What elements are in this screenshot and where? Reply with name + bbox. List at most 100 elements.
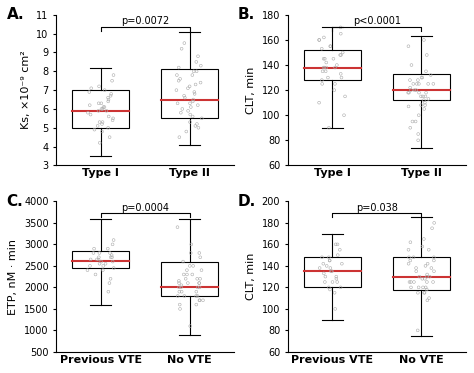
Point — [318, 77, 326, 83]
Point — [192, 293, 200, 299]
Point — [337, 75, 345, 81]
Point — [425, 96, 432, 102]
Point — [406, 279, 413, 285]
Point — [193, 121, 201, 127]
Point — [415, 284, 422, 290]
Point — [315, 100, 323, 106]
Point — [427, 72, 435, 78]
Point — [416, 274, 423, 280]
Point — [422, 90, 430, 95]
Point — [424, 261, 431, 267]
Point — [110, 237, 118, 243]
Point — [405, 90, 413, 95]
Point — [186, 100, 194, 106]
Point — [183, 267, 191, 273]
Bar — [304, 50, 361, 80]
Point — [422, 68, 430, 74]
Point — [194, 293, 201, 299]
Point — [190, 68, 198, 74]
Y-axis label: CLT, min: CLT, min — [246, 253, 256, 300]
Point — [430, 254, 438, 260]
Point — [198, 115, 206, 121]
Point — [194, 102, 201, 108]
Point — [181, 40, 188, 46]
Point — [407, 239, 414, 245]
Point — [179, 106, 186, 112]
Point — [404, 90, 412, 95]
Point — [175, 278, 182, 284]
Point — [195, 280, 203, 286]
Point — [426, 274, 434, 280]
Bar — [304, 257, 361, 287]
Point — [85, 89, 93, 95]
Point — [322, 60, 330, 66]
Point — [87, 85, 95, 91]
Point — [194, 53, 202, 59]
Point — [325, 284, 333, 290]
Point — [414, 137, 422, 143]
Point — [177, 110, 185, 116]
Point — [186, 323, 194, 329]
Point — [96, 261, 103, 267]
Point — [98, 106, 105, 112]
Point — [99, 119, 106, 125]
Point — [407, 257, 414, 263]
Point — [321, 279, 328, 285]
Point — [423, 52, 430, 58]
Point — [182, 276, 190, 282]
Point — [175, 289, 183, 295]
Point — [421, 276, 428, 282]
Point — [420, 290, 428, 296]
Point — [415, 81, 423, 87]
Point — [428, 225, 436, 231]
Point — [330, 87, 338, 93]
Point — [186, 263, 193, 269]
Point — [197, 63, 205, 69]
Point — [95, 100, 102, 106]
Point — [337, 52, 344, 58]
Point — [173, 72, 181, 78]
Point — [337, 284, 345, 290]
Point — [331, 290, 338, 296]
Point — [418, 75, 425, 81]
Point — [337, 71, 345, 77]
Point — [195, 125, 202, 131]
Point — [176, 306, 184, 312]
Point — [186, 84, 193, 90]
Point — [99, 267, 107, 273]
Point — [84, 110, 92, 116]
Point — [414, 77, 422, 83]
Point — [184, 85, 191, 91]
Point — [96, 119, 103, 125]
Point — [102, 261, 109, 267]
Point — [180, 93, 188, 99]
Text: p<0.0001: p<0.0001 — [353, 16, 401, 26]
Point — [95, 108, 102, 114]
Point — [196, 280, 203, 286]
Bar — [72, 251, 129, 268]
Point — [192, 81, 200, 87]
Point — [325, 254, 333, 260]
Point — [196, 254, 204, 260]
Point — [316, 265, 323, 271]
Point — [332, 274, 340, 280]
Point — [424, 81, 432, 87]
Point — [104, 98, 112, 104]
Point — [405, 254, 413, 260]
Point — [108, 252, 116, 258]
Point — [411, 87, 419, 93]
Point — [334, 241, 341, 247]
Point — [108, 78, 116, 84]
Text: A.: A. — [7, 7, 24, 22]
Point — [178, 46, 185, 52]
Point — [336, 247, 344, 253]
Point — [341, 93, 349, 99]
Point — [406, 77, 414, 83]
Point — [105, 289, 112, 295]
Point — [414, 327, 421, 333]
Text: B.: B. — [238, 7, 255, 22]
Point — [410, 279, 418, 285]
Y-axis label: Ks, ×10⁻⁹ cm²: Ks, ×10⁻⁹ cm² — [21, 51, 31, 129]
Point — [423, 274, 430, 280]
Point — [327, 43, 334, 49]
